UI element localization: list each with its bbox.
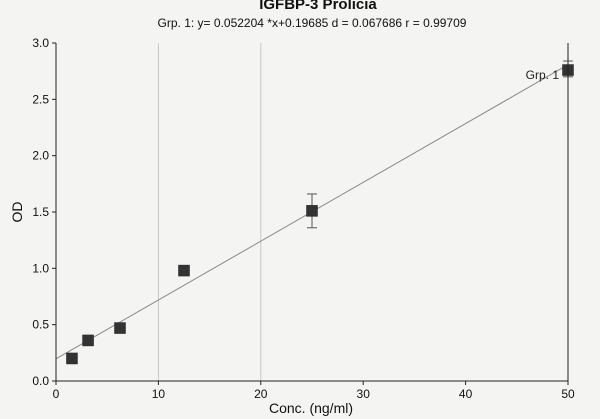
y-tick-label: 1.0 [32, 261, 49, 275]
axes [52, 42, 569, 385]
y-tick-label: 0.5 [32, 318, 49, 332]
x-tick-label: 20 [254, 387, 268, 401]
y-tick-label: 2.5 [32, 92, 49, 106]
y-tick-label: 2.0 [32, 149, 49, 163]
data-points: Grp. 1 [66, 64, 574, 365]
y-tick-label: 3.0 [32, 36, 49, 50]
x-axis-label: Conc. (ng/ml) [269, 400, 353, 416]
grid [157, 43, 262, 381]
x-tick-label: 40 [459, 387, 473, 401]
y-tick-label: 1.5 [32, 205, 49, 219]
x-tick-label: 10 [152, 387, 166, 401]
tick-labels: 0 10 20 30 40 50 0.0 0.5 1.0 1.5 2.0 2.5 3.0 [32, 36, 575, 401]
data-point [306, 205, 318, 217]
y-axis-label: OD [9, 202, 25, 223]
x-tick-label: 30 [357, 387, 371, 401]
data-point [82, 334, 94, 347]
chart-title: IGFBP-3 Prolicia [259, 0, 377, 13]
x-tick-label: 50 [561, 387, 575, 401]
y-tick-label: 0.0 [32, 374, 49, 388]
error-bars [307, 60, 573, 229]
data-point [66, 352, 78, 365]
data-point [178, 264, 190, 277]
x-tick-label: 0 [53, 387, 60, 401]
chart-subtitle: Grp. 1: y= 0.052204 *x+0.19685 d = 0.067… [158, 16, 467, 30]
series-label: Grp. 1 [526, 68, 560, 82]
data-point [114, 322, 126, 334]
